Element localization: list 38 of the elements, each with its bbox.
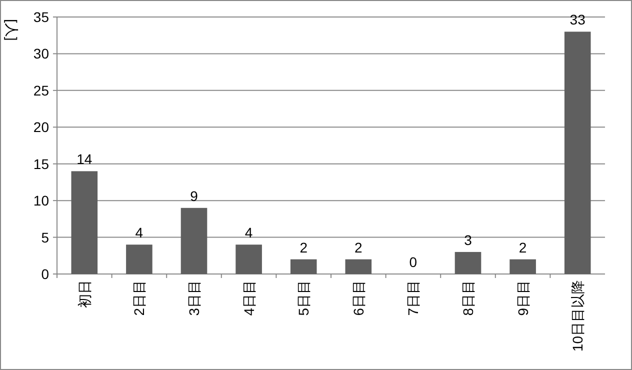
x-tick-label: 3日目 (186, 280, 202, 316)
bar (454, 252, 482, 274)
data-label: 2 (518, 239, 527, 256)
x-tick-label: 初日 (76, 280, 92, 308)
data-label: 2 (300, 239, 308, 256)
bar (236, 244, 262, 274)
x-tick-label: 4日目 (240, 280, 257, 316)
bar (290, 259, 317, 274)
bar (345, 259, 372, 274)
bar (180, 208, 208, 274)
y-tick-label: 0 (41, 266, 50, 282)
bar (126, 244, 152, 274)
x-tick-label: 9日目 (514, 280, 531, 316)
x-tick-label: 8日目 (460, 280, 476, 316)
data-label: 2 (354, 239, 362, 256)
x-tick-label: 10日目以降 (570, 280, 586, 352)
y-tick-label: 30 (33, 46, 50, 62)
x-tick-label: 2日目 (131, 280, 148, 316)
y-tick-label: 15 (33, 156, 50, 172)
x-tick-label: 6日目 (350, 280, 366, 316)
y-tick-label: 25 (33, 82, 50, 98)
y-axis-title: [人] (4, 19, 20, 41)
x-tick-label: 5日目 (296, 280, 312, 316)
y-tick-label: 10 (33, 192, 50, 209)
data-label: 9 (190, 188, 198, 204)
bar (71, 171, 98, 274)
data-label: 0 (409, 254, 418, 270)
y-tick-label: 35 (33, 9, 50, 25)
bar (564, 32, 591, 274)
data-label: 4 (244, 224, 253, 241)
data-label: 4 (135, 224, 144, 241)
data-label: 3 (464, 232, 472, 248)
data-label: 33 (570, 12, 586, 28)
bar (510, 259, 536, 274)
y-tick-label: 20 (33, 119, 50, 136)
y-tick-label: 5 (41, 229, 50, 246)
x-tick-label: 7日目 (405, 280, 422, 316)
data-label: 14 (76, 151, 92, 168)
